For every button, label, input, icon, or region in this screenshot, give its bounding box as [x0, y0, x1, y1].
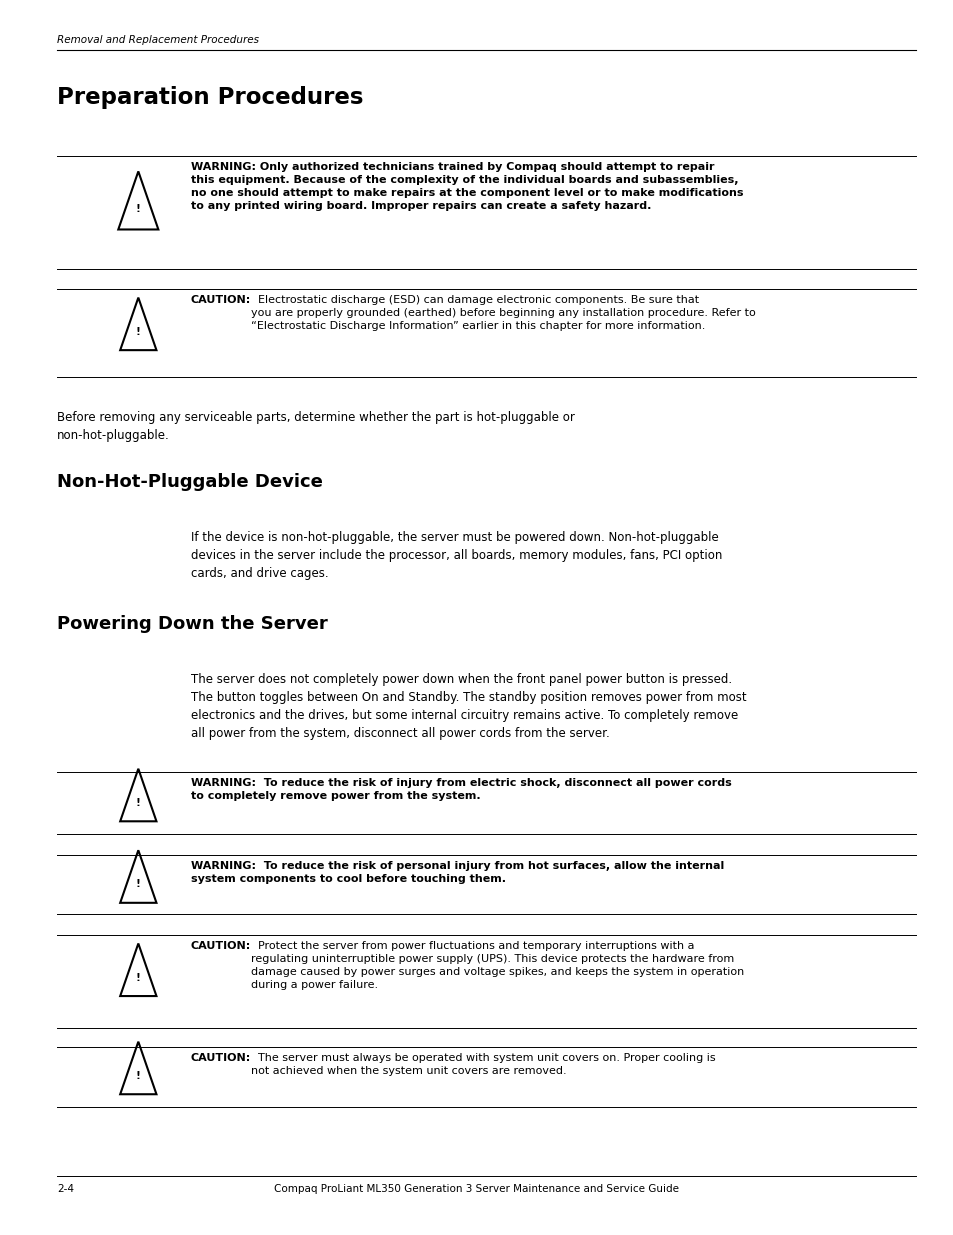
Text: WARNING: Only authorized technicians trained by Compaq should attempt to repair
: WARNING: Only authorized technicians tra… [191, 162, 742, 211]
Text: Removal and Replacement Procedures: Removal and Replacement Procedures [57, 35, 259, 44]
Text: Electrostatic discharge (ESD) can damage electronic components. Be sure that
you: Electrostatic discharge (ESD) can damage… [251, 295, 755, 331]
Text: CAUTION:: CAUTION: [191, 1053, 251, 1063]
Text: CAUTION:: CAUTION: [191, 941, 251, 951]
Text: !: ! [135, 204, 141, 214]
Text: Before removing any serviceable parts, determine whether the part is hot-pluggab: Before removing any serviceable parts, d… [57, 411, 575, 442]
Text: !: ! [135, 879, 141, 889]
Text: If the device is non-hot-pluggable, the server must be powered down. Non-hot-plu: If the device is non-hot-pluggable, the … [191, 531, 721, 580]
Text: Non-Hot-Pluggable Device: Non-Hot-Pluggable Device [57, 473, 323, 492]
Text: The server must always be operated with system unit covers on. Proper cooling is: The server must always be operated with … [251, 1053, 715, 1077]
Text: !: ! [135, 798, 141, 808]
Text: The server does not completely power down when the front panel power button is p: The server does not completely power dow… [191, 673, 745, 740]
Text: WARNING:  To reduce the risk of personal injury from hot surfaces, allow the int: WARNING: To reduce the risk of personal … [191, 861, 723, 884]
Text: !: ! [135, 1071, 141, 1081]
Text: Powering Down the Server: Powering Down the Server [57, 615, 328, 634]
Text: 2-4: 2-4 [57, 1184, 74, 1194]
Text: Preparation Procedures: Preparation Procedures [57, 86, 363, 110]
Text: WARNING:  To reduce the risk of injury from electric shock, disconnect all power: WARNING: To reduce the risk of injury fr… [191, 778, 731, 802]
Text: !: ! [135, 327, 141, 337]
Text: Compaq ProLiant ML350 Generation 3 Server Maintenance and Service Guide: Compaq ProLiant ML350 Generation 3 Serve… [274, 1184, 679, 1194]
Text: !: ! [135, 973, 141, 983]
Text: Protect the server from power fluctuations and temporary interruptions with a
re: Protect the server from power fluctuatio… [251, 941, 743, 990]
Text: CAUTION:: CAUTION: [191, 295, 251, 305]
